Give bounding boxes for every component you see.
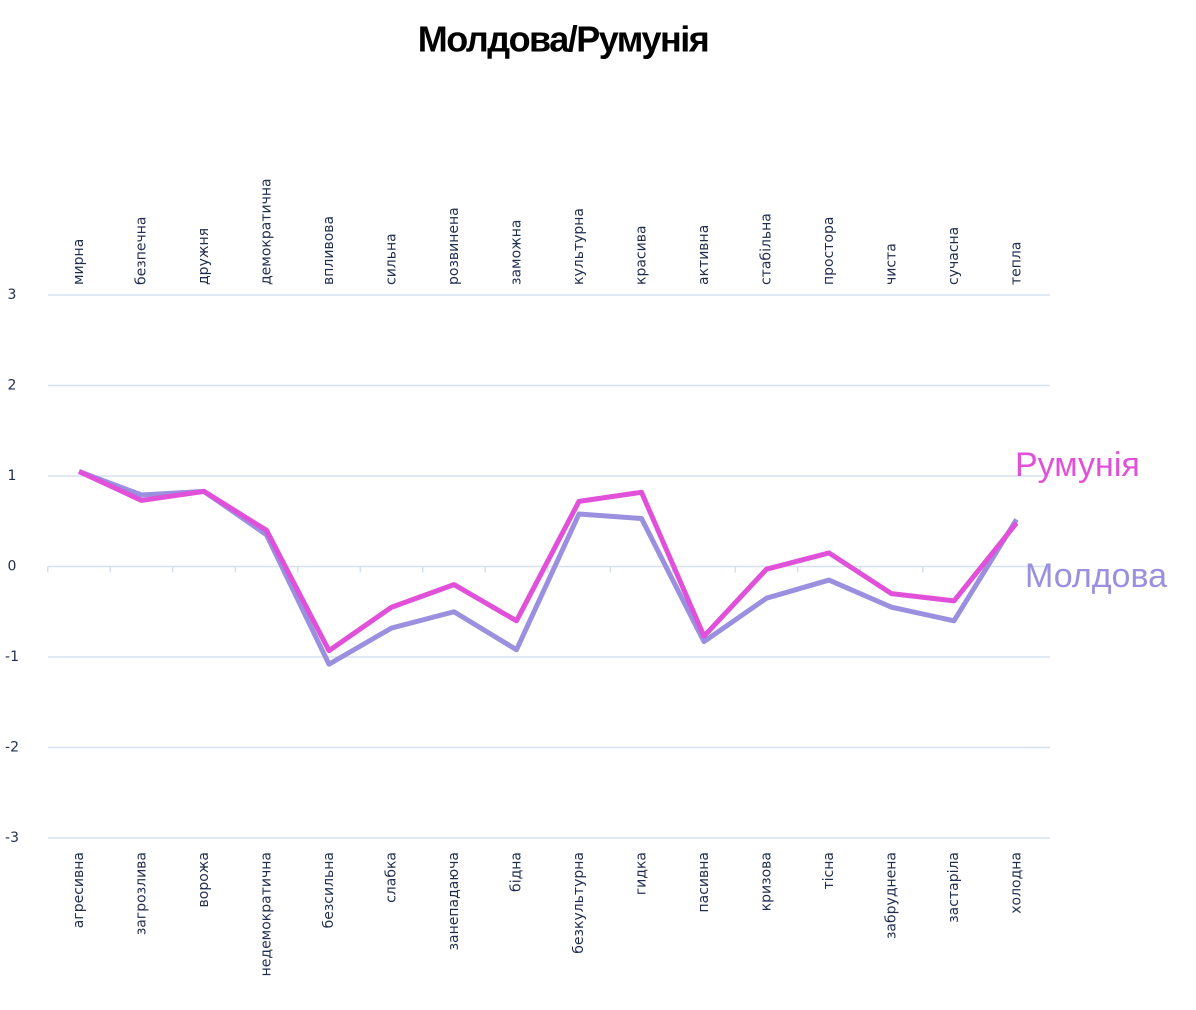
x-tick-label: пасивна — [696, 852, 712, 913]
x-top-label: дружня — [196, 228, 212, 285]
y-tick-label: -1 — [5, 649, 19, 665]
y-tick-label: -3 — [5, 830, 19, 846]
x-tick-label: застаріла — [946, 852, 962, 923]
x-tick-label: загрозлива — [134, 852, 150, 935]
x-top-label: розвинена — [446, 207, 462, 285]
x-top-label: безпечна — [134, 217, 150, 285]
x-top-label: простора — [821, 217, 837, 286]
x-tick-label: занепадаюча — [446, 852, 462, 950]
x-top-label: активна — [696, 225, 712, 285]
chart-title: Молдова/Румунія — [418, 19, 708, 60]
x-top-label: стабільна — [759, 213, 775, 285]
x-top-label: культурна — [571, 208, 587, 285]
y-tick-label: 2 — [8, 378, 17, 394]
x-top-label: мирна — [71, 239, 87, 285]
legend-label: Румунія — [1015, 446, 1140, 484]
x-tick-label: недемократична — [259, 852, 275, 976]
x-tick-label: холодна — [1009, 852, 1025, 914]
x-top-label: сильна — [384, 233, 400, 285]
x-top-label: впливова — [321, 216, 337, 285]
x-tick-label: агресивна — [71, 852, 87, 928]
y-tick-label: 0 — [8, 559, 17, 575]
legend-label: Молдова — [1025, 557, 1167, 595]
y-tick-label: 3 — [8, 287, 17, 303]
x-top-label: чиста — [884, 243, 900, 285]
x-tick-label: забруднена — [884, 852, 900, 939]
x-tick-label: кризова — [759, 852, 775, 911]
x-top-label: сучасна — [946, 227, 962, 285]
x-tick-label: бідна — [509, 852, 525, 892]
x-tick-label: гидка — [634, 852, 650, 895]
y-tick-label: -2 — [5, 740, 19, 756]
y-tick-label: 1 — [8, 468, 17, 484]
x-top-label: демократична — [259, 178, 275, 285]
x-tick-label: слабка — [384, 852, 400, 903]
x-tick-label: тісна — [821, 852, 837, 889]
x-top-label: тепла — [1009, 242, 1025, 285]
x-tick-label: безкультурна — [571, 852, 587, 954]
x-tick-label: безсильна — [321, 852, 337, 928]
x-top-label: красива — [634, 225, 650, 285]
series-line — [77, 469, 1019, 654]
x-top-label: заможна — [509, 220, 525, 286]
x-tick-label: ворожа — [196, 852, 212, 907]
